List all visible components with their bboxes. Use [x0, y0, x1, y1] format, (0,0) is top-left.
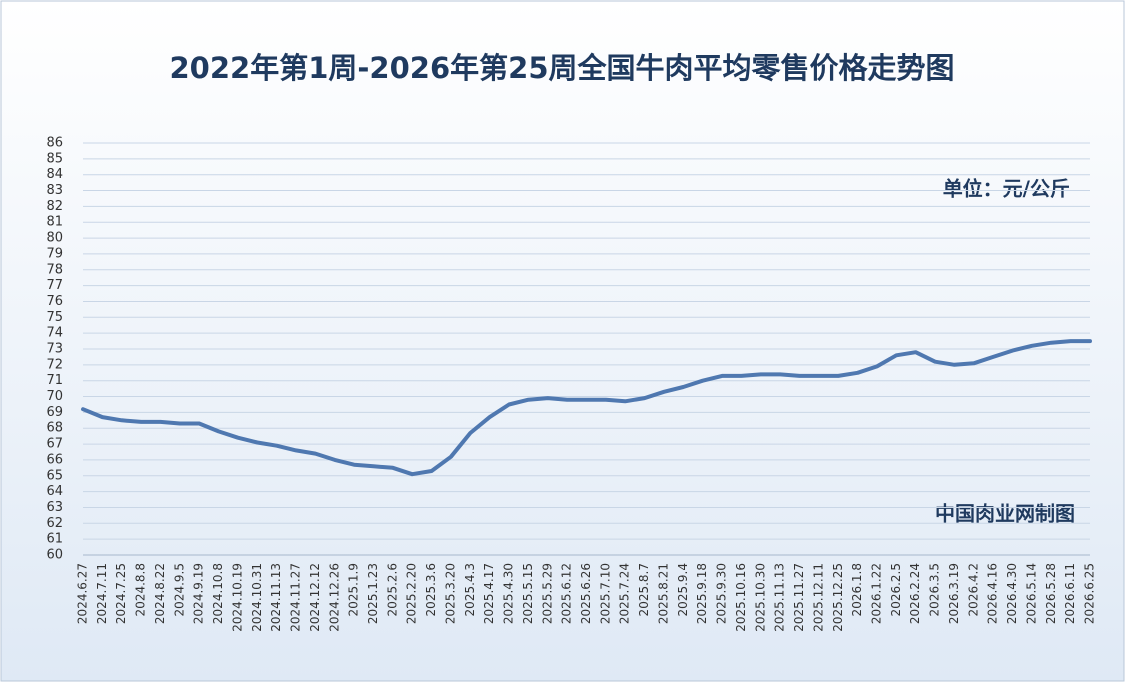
y-tick-label: 83 [46, 183, 63, 198]
x-tick-label: 2025.9.4 [676, 563, 690, 616]
x-tick-label: 2026.1.8 [850, 563, 864, 616]
x-tick-label: 2026.3.19 [947, 563, 961, 624]
x-tick-label: 2026.5.14 [1024, 563, 1038, 624]
y-tick-label: 69 [46, 405, 63, 420]
x-tick-label: 2026.6.25 [1083, 563, 1097, 624]
x-tick-label: 2024.8.22 [153, 563, 167, 624]
y-tick-label: 85 [46, 151, 63, 166]
x-tick-label: 2025.10.16 [734, 563, 748, 632]
y-tick-label: 78 [46, 262, 63, 277]
x-tick-label: 2024.9.5 [172, 563, 186, 616]
x-tick-label: 2026.2.5 [889, 563, 903, 616]
y-tick-label: 72 [46, 357, 63, 372]
y-tick-label: 68 [46, 421, 63, 436]
y-tick-label: 62 [46, 516, 63, 531]
x-tick-label: 2024.9.19 [192, 563, 206, 624]
x-tick-label: 2026.5.28 [1044, 563, 1058, 624]
y-tick-label: 81 [46, 215, 63, 230]
x-tick-label: 2026.3.5 [928, 563, 942, 616]
y-tick-label: 63 [46, 500, 63, 515]
x-tick-label: 2026.2.24 [908, 563, 922, 624]
x-tick-label: 2024.11.13 [269, 563, 283, 632]
x-tick-label: 2025.12.25 [831, 563, 845, 632]
x-tick-label: 2025.11.27 [792, 563, 806, 632]
y-tick-label: 80 [46, 231, 63, 246]
x-tick-label: 2024.7.25 [114, 563, 128, 624]
x-tick-label: 2024.10.8 [211, 563, 225, 624]
x-tick-label: 2024.11.27 [289, 563, 303, 632]
x-tick-label: 2025.8.21 [656, 563, 670, 624]
x-tick-label: 2025.5.15 [521, 563, 535, 624]
x-tick-label: 2024.12.12 [308, 563, 322, 632]
y-tick-label: 71 [46, 373, 63, 388]
x-tick-label: 2025.4.3 [463, 563, 477, 616]
x-tick-label: 2024.6.27 [76, 563, 90, 624]
price-line [81, 339, 1092, 477]
x-tick-label: 2024.7.11 [95, 563, 109, 624]
x-tick-label: 2025.3.6 [424, 563, 438, 616]
x-tick-label: 2025.1.9 [347, 563, 361, 616]
x-tick-label: 2024.10.31 [250, 563, 264, 632]
x-tick-label: 2025.4.17 [482, 563, 496, 624]
x-tick-label: 2025.7.24 [618, 563, 632, 624]
y-tick-label: 65 [46, 468, 63, 483]
x-tick-label: 2026.4.2 [966, 563, 980, 616]
x-tick-label: 2025.4.30 [502, 563, 516, 624]
x-tick-label: 2026.1.22 [869, 563, 883, 624]
x-tick-label: 2025.2.20 [405, 563, 419, 624]
x-tick-label: 2025.9.18 [695, 563, 709, 624]
x-tick-label: 2026.6.11 [1063, 563, 1077, 624]
y-tick-label: 60 [46, 548, 63, 563]
y-tick-label: 84 [46, 167, 63, 182]
x-tick-label: 2024.12.26 [327, 563, 341, 632]
chart-title: 2022年第1周-2026年第25周全国牛肉平均零售价格走势图 [170, 51, 955, 85]
unit-label: 单位：元/公斤 [943, 177, 1070, 201]
source-label: 中国肉业网制图 [935, 502, 1075, 526]
x-tick-label: 2025.9.30 [715, 563, 729, 624]
y-tick-label: 64 [46, 484, 63, 499]
x-tick-label: 2025.1.23 [366, 563, 380, 624]
x-tick-label: 2025.6.26 [579, 563, 593, 624]
x-tick-label: 2024.10.19 [230, 563, 244, 632]
y-tick-label: 66 [46, 452, 63, 467]
x-tick-label: 2026.4.16 [986, 563, 1000, 624]
x-tick-label: 2024.8.8 [134, 563, 148, 616]
y-tick-label: 76 [46, 294, 63, 309]
x-tick-label: 2025.2.6 [385, 563, 399, 616]
x-tick-label: 2025.11.13 [773, 563, 787, 632]
y-tick-label: 61 [46, 532, 63, 547]
x-tick-label: 2025.10.30 [753, 563, 767, 632]
y-tick-label: 73 [46, 342, 63, 357]
x-tick-label: 2025.5.29 [540, 563, 554, 624]
x-tick-label: 2025.12.11 [811, 563, 825, 632]
y-tick-label: 79 [46, 246, 63, 261]
x-tick-label: 2025.3.20 [443, 563, 457, 624]
x-tick-label: 2025.8.7 [637, 563, 651, 616]
y-tick-label: 82 [46, 199, 63, 214]
x-tick-label: 2026.4.30 [1005, 563, 1019, 624]
y-tick-label: 67 [46, 437, 63, 452]
x-tick-label: 2025.6.12 [560, 563, 574, 624]
y-tick-label: 77 [46, 278, 63, 293]
y-tick-label: 86 [46, 136, 63, 151]
x-tick-label: 2025.7.10 [598, 563, 612, 624]
y-tick-label: 74 [46, 326, 63, 341]
y-tick-label: 70 [46, 389, 63, 404]
y-tick-label: 75 [46, 310, 63, 325]
